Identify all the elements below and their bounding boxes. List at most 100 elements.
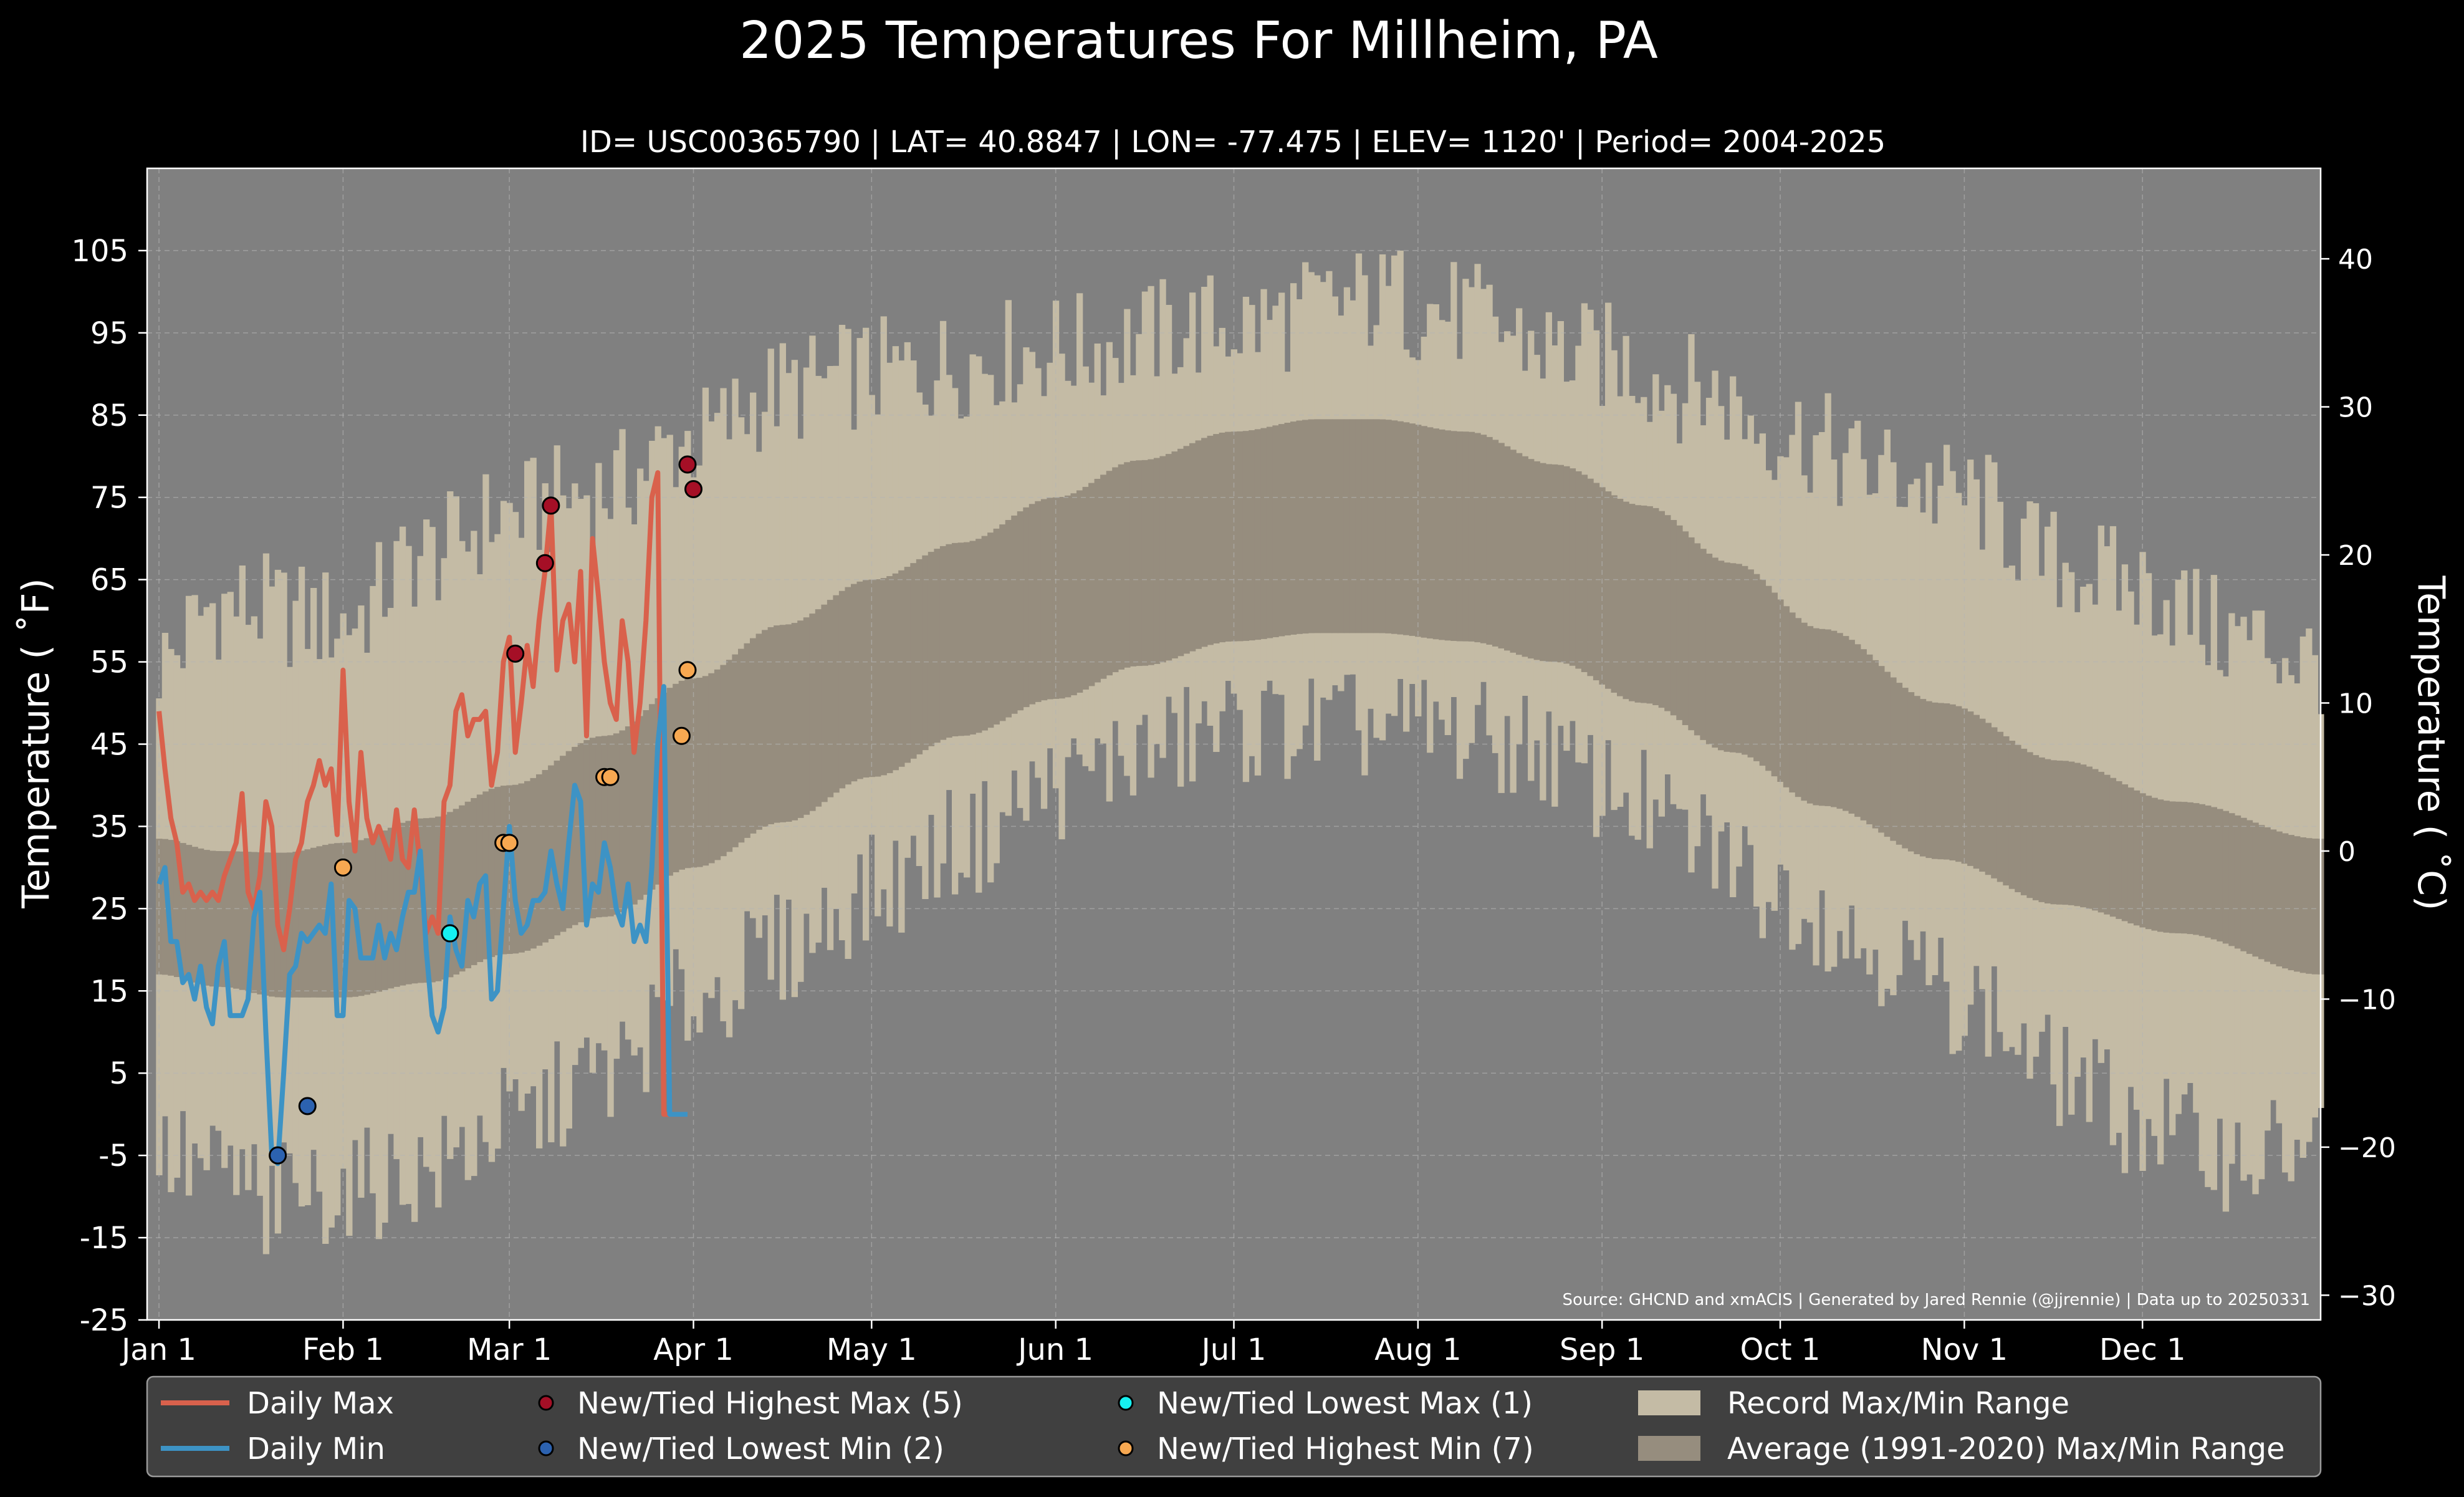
normal-range-bar — [1070, 493, 1077, 696]
record-range-bar — [619, 429, 626, 1022]
normal-range-bar — [1818, 628, 1826, 806]
plot-area — [147, 168, 2324, 1321]
legend-label: New/Tied Lowest Max (1) — [1157, 1386, 1533, 1421]
normal-range-bar — [797, 620, 804, 818]
normal-range-bar — [2032, 755, 2040, 900]
normal-range-bar — [1112, 467, 1119, 673]
normal-range-bar — [1136, 460, 1143, 667]
normal-range-bar — [304, 849, 311, 998]
normal-range-bar — [1094, 479, 1101, 683]
normal-range-bar — [2222, 811, 2230, 944]
normal-range-bar — [1403, 422, 1410, 635]
normal-range-bar — [1432, 428, 1439, 640]
normal-range-bar — [2252, 822, 2259, 957]
y-tick-label-left: 35 — [90, 809, 128, 844]
normal-range-bar — [2133, 790, 2140, 926]
normal-range-bar — [922, 555, 929, 751]
normal-range-bar — [191, 847, 198, 983]
normal-range-bar — [1919, 699, 1927, 857]
normal-range-bar — [524, 781, 531, 951]
record-range-bar — [1991, 462, 1998, 966]
normal-range-bar — [239, 851, 246, 990]
x-tick-label: Sep 1 — [1560, 1332, 1644, 1367]
normal-range-bar — [1183, 446, 1190, 654]
normal-range-bar — [298, 850, 305, 998]
chart-subtitle: ID= USC00365790 | LAT= 40.8847 | LON= -7… — [580, 125, 1886, 160]
lowest-min-marker — [269, 1146, 287, 1165]
highest-max-marker — [506, 644, 525, 663]
normal-range-bar — [471, 798, 477, 965]
normal-range-bar — [488, 789, 496, 957]
normal-range-bar — [2062, 761, 2069, 905]
normal-range-bar — [957, 542, 964, 736]
normal-range-bar — [1831, 630, 1838, 807]
normal-range-bar — [2074, 763, 2081, 907]
normal-range-bar — [1516, 453, 1523, 655]
normal-range-bar — [245, 852, 252, 991]
normal-range-bar — [631, 721, 638, 905]
normal-range-bar — [1343, 419, 1351, 633]
normal-range-bar — [1510, 450, 1517, 653]
normal-range-bar — [1664, 515, 1671, 711]
normal-range-bar — [227, 851, 234, 988]
normal-range-bar — [1379, 419, 1386, 633]
normal-range-bar — [1284, 423, 1291, 636]
normal-range-bar — [2116, 781, 2122, 919]
x-tick-label: Feb 1 — [302, 1332, 384, 1367]
normal-range-bar — [1242, 431, 1250, 641]
highest-min-marker — [672, 726, 691, 745]
normal-range-bar — [1249, 430, 1255, 641]
normal-range-bar — [280, 852, 287, 998]
normal-range-bar — [1213, 434, 1220, 643]
normal-range-bar — [1563, 466, 1570, 664]
normal-range-bar — [1973, 715, 1980, 869]
normal-range-bar — [1599, 487, 1606, 685]
legend-marker-swatch — [538, 1395, 554, 1411]
normal-range-bar — [185, 845, 193, 981]
normal-range-bar — [1260, 428, 1267, 639]
highest-max-marker — [542, 496, 560, 515]
normal-range-bar — [1385, 420, 1392, 633]
normal-range-bar — [1468, 431, 1475, 642]
record-range-bar — [2222, 676, 2230, 1212]
x-tick-label: May 1 — [827, 1332, 917, 1367]
normal-range-bar — [1949, 704, 1956, 860]
normal-range-bar — [880, 578, 887, 776]
y-tick-label-left: 85 — [90, 398, 128, 433]
normal-range-bar — [619, 730, 626, 912]
normal-range-bar — [269, 852, 276, 997]
normal-range-bar — [1902, 688, 1909, 849]
normal-range-bar — [1937, 703, 1944, 860]
normal-range-bar — [310, 847, 317, 998]
normal-range-bar — [744, 643, 750, 838]
normal-range-bar — [494, 787, 501, 956]
normal-range-bar — [2175, 801, 2182, 933]
normal-range-bar — [1326, 419, 1333, 633]
normal-range-bar — [1735, 564, 1742, 753]
normal-range-bar — [1932, 702, 1939, 859]
legend-label: New/Tied Highest Min (7) — [1157, 1432, 1534, 1466]
lowest-min-marker — [298, 1097, 317, 1115]
normal-range-bar — [714, 669, 721, 860]
normal-range-bar — [976, 539, 982, 733]
normal-range-bar — [2050, 760, 2057, 905]
normal-range-bar — [928, 552, 935, 746]
normal-range-bar — [809, 614, 816, 811]
normal-range-bar — [1480, 435, 1487, 643]
normal-range-bar — [429, 817, 436, 983]
y-tick-label-left: 75 — [90, 481, 128, 516]
normal-range-bar — [1540, 463, 1546, 662]
normal-range-bar — [684, 679, 691, 869]
normal-range-bar — [1848, 640, 1855, 814]
normal-range-bar — [370, 835, 376, 994]
legend-patch-swatch — [1638, 1390, 1700, 1415]
normal-range-bar — [916, 559, 923, 754]
normal-range-bar — [1854, 644, 1861, 817]
normal-range-bar — [1700, 549, 1707, 740]
normal-range-bar — [1331, 419, 1338, 633]
normal-range-bar — [1349, 419, 1356, 633]
normal-range-bar — [209, 850, 216, 987]
y-tick-label-right: 30 — [2338, 392, 2373, 424]
normal-range-bar — [2104, 774, 2111, 915]
normal-range-bar — [1278, 424, 1285, 637]
